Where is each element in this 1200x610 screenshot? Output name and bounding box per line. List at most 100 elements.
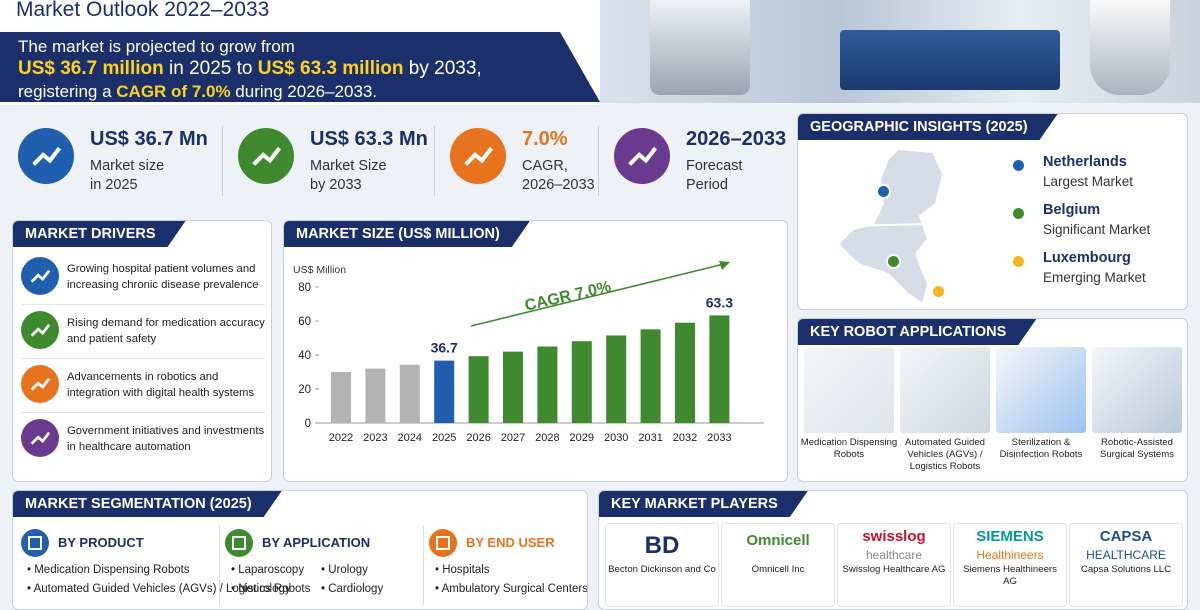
divider: [222, 126, 223, 196]
y-axis-label: US$ Million: [293, 264, 346, 276]
geo-list: Netherlands Largest Market Belgium Signific…: [1013, 154, 1183, 298]
bar: [365, 368, 386, 423]
annotation-arrow: [470, 263, 725, 327]
divider: [434, 126, 435, 196]
arrow-head: [719, 261, 730, 270]
player-name: Omnicell Inc: [751, 564, 805, 575]
icon: [21, 311, 59, 349]
banner-text: during 2026–2033.: [230, 82, 378, 101]
divider: [21, 304, 265, 305]
stat-value: US$ 36.7 Mn: [90, 128, 208, 150]
segment-item: • Laparoscopy: [231, 564, 305, 576]
segment-title: BY END USER: [466, 535, 555, 550]
player-logo: BD: [644, 532, 680, 559]
geo-name: Belgium: [1043, 202, 1101, 218]
x-tick-label: 2032: [673, 432, 697, 444]
driver-text: Advancements in robotics and integration…: [67, 371, 255, 399]
bar: [434, 360, 455, 423]
bar: [399, 364, 420, 423]
player-logo: CAPSA: [1099, 528, 1153, 545]
applications-panel: KEY ROBOT APPLICATIONS Medication Dispen…: [797, 318, 1188, 482]
icon-glyph: [30, 323, 51, 337]
geo-desc: Largest Market: [1043, 174, 1134, 189]
segment-group: BY END USER • Hospitals • Ambulatory Surgi…: [429, 525, 587, 605]
icon-glyph: [30, 431, 51, 445]
icon-circle: [225, 529, 253, 557]
stat-value: 2026–2033: [686, 128, 787, 150]
stat-label: Period: [686, 177, 728, 193]
app-image: [804, 347, 894, 433]
icon-glyph: [628, 146, 658, 166]
driver-text: Rising demand for medication accuracy an…: [67, 317, 265, 345]
icon-glyph: [464, 146, 494, 166]
stat: US$ 63.3 Mn Market Size by 2033: [234, 108, 435, 203]
map-dot: [931, 284, 946, 299]
geo-dot: [1013, 160, 1024, 171]
icon-glyph: [28, 536, 42, 550]
y-tick-label: 80: [298, 282, 311, 294]
drivers-panel: MARKET DRIVERS Growing hospital patient …: [12, 220, 272, 482]
geo-name: Luxembourg: [1043, 250, 1131, 266]
chart-panel: MARKET SIZE (US$ MILLION) US$ Million 0 20…: [283, 220, 788, 482]
player-name: Becton Dickinson and Co: [608, 564, 716, 575]
player-name: Siemens Healthineers AG: [963, 564, 1057, 587]
x-tick-label: 2025: [432, 432, 456, 444]
segmentation-panel: MARKET SEGMENTATION (2025) BY PRODUCT • M…: [12, 490, 588, 610]
app-image: [1092, 347, 1182, 433]
geo-item: Belgium Significant Market: [1013, 202, 1183, 250]
banner-text: by 2033,: [403, 58, 482, 79]
icon: [21, 365, 59, 403]
stat-label: CAGR,: [522, 158, 568, 174]
app-image: [996, 347, 1086, 433]
stat: 2026–2033 Forecast Period: [610, 108, 810, 203]
stats-row: US$ 36.7 Mn Market size in 2025 US$ 63.3 Mn…: [0, 108, 795, 206]
icon: [21, 257, 59, 295]
geo-desc: Emerging Market: [1043, 270, 1146, 285]
banner-text: The market is projected to grow from: [18, 37, 295, 56]
banner-text: CAGR of 7.0%: [116, 82, 231, 101]
banner-line: US$ 36.7 million in 2025 to US$ 63.3 mil…: [18, 57, 600, 81]
stat-label: Market Size: [310, 158, 387, 174]
segment-item: • Automated Guided Vehicles (AGVs) / Log…: [27, 583, 311, 595]
chart: US$ Million 0 20 40 60 80 2022 2023 2024 2025 36.7…: [293, 261, 764, 444]
bar: [503, 351, 523, 423]
x-tick-label: 2033: [707, 432, 731, 444]
icon-circle: [429, 529, 457, 557]
x-tick-label: 2027: [501, 432, 525, 444]
stat: 7.0% CAGR, 2026–2033: [446, 108, 646, 203]
segment-title: BY PRODUCT: [58, 535, 144, 550]
app-label: Medication Dispensing Robots: [800, 437, 898, 460]
header-banner: The market is projected to grow from US$ …: [0, 32, 600, 102]
stat-label: in 2025: [90, 177, 138, 193]
bar: [331, 372, 351, 423]
player-card: swisslog healthcare Swisslog Healthcare AG: [837, 523, 951, 607]
icon-glyph: [32, 146, 62, 166]
y-tick-label: 60: [298, 316, 311, 328]
geo-item: Netherlands Largest Market: [1013, 154, 1183, 202]
x-tick-label: 2023: [363, 432, 387, 444]
y-tick-label: 20: [298, 384, 311, 396]
chart-title: MARKET SIZE (US$ MILLION): [284, 221, 530, 247]
icon: [225, 529, 253, 557]
bar: [709, 315, 730, 423]
stat-value: US$ 63.3 Mn: [310, 128, 428, 150]
x-tick-label: 2028: [535, 432, 559, 444]
divider: [21, 412, 265, 413]
map-dot: [876, 184, 891, 199]
stat-value: 7.0%: [522, 128, 568, 150]
y-tick-label: 40: [298, 350, 311, 362]
icon: [21, 529, 49, 557]
app-label: Robotic-Assisted Surgical Systems: [1099, 437, 1175, 460]
player-logo: Healthineers: [976, 548, 1044, 562]
segment-group: BY PRODUCT • Medication Dispensing Robots…: [21, 525, 311, 605]
bar: [468, 356, 489, 423]
geo-desc: Significant Market: [1043, 222, 1151, 237]
segment-title: BY APPLICATION: [262, 535, 371, 550]
panel-title: GEOGRAPHIC INSIGHTS (2025): [798, 114, 1058, 140]
x-tick-label: 2022: [329, 432, 353, 444]
x-tick-label: 2030: [604, 432, 628, 444]
panel-title: KEY ROBOT APPLICATIONS: [798, 319, 1036, 345]
app-image: [900, 347, 990, 433]
header: Market Outlook 2022–2033 The market is p…: [0, 0, 600, 105]
